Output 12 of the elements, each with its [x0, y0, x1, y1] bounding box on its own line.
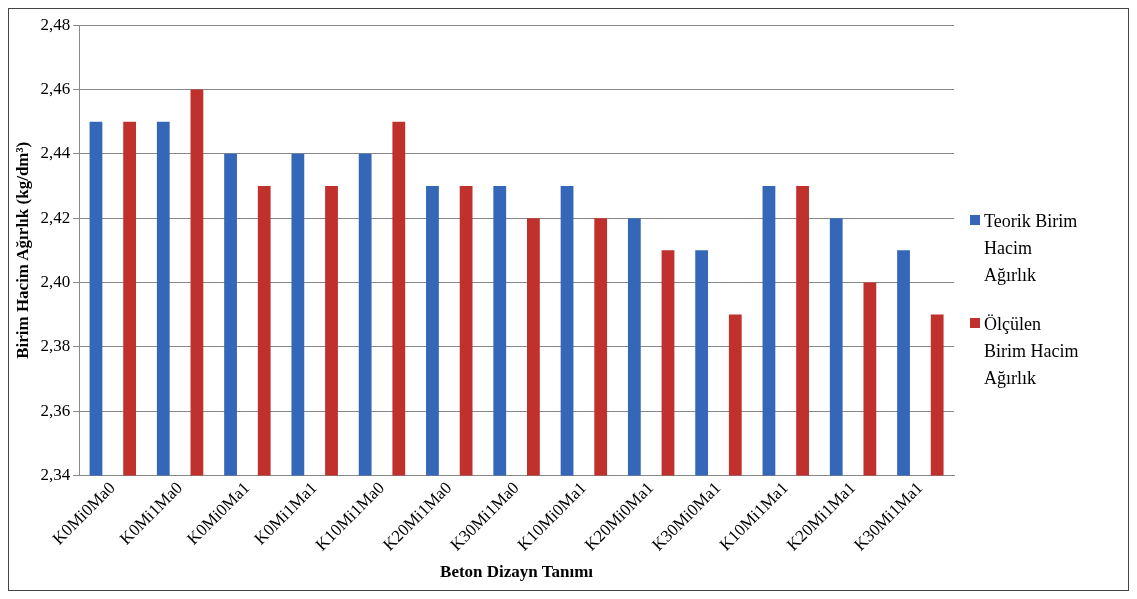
- y-tick-label: 2,44: [40, 143, 71, 163]
- x-axis-title: Beton Dizayn Tanımı: [440, 562, 594, 582]
- y-tick-label: 2,48: [40, 14, 71, 34]
- y-tick-label: 2,42: [40, 207, 71, 227]
- y-axis-title: Birim Hacim Ağırlık (kg/dm³): [12, 141, 32, 359]
- y-tick-label: 2,46: [40, 78, 71, 98]
- legend-label: Teorik Birim Hacim Ağırlık: [984, 209, 1079, 287]
- legend-label: Ölçülen Birim Hacim Ağırlık: [984, 312, 1079, 390]
- y-tick-label: 2,40: [40, 271, 71, 291]
- y-tick-label: 2,38: [40, 336, 71, 356]
- y-tick-label: 2,34: [40, 464, 71, 484]
- y-tick-label: 2,36: [40, 400, 71, 420]
